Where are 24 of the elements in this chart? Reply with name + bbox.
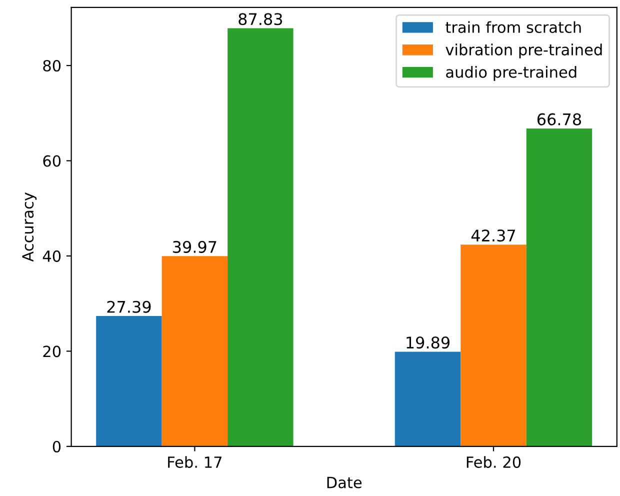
bar bbox=[96, 316, 162, 446]
y-tick-label: 40 bbox=[42, 250, 61, 262]
y-tick-label: 80 bbox=[43, 60, 61, 72]
data-label: 39.97 bbox=[173, 240, 216, 254]
bar bbox=[460, 244, 526, 446]
data-label: 42.37 bbox=[471, 230, 515, 242]
legend-label: train from scratch bbox=[446, 21, 581, 34]
y-tick-label: 0 bbox=[52, 440, 61, 452]
y-tick-label: 60 bbox=[43, 155, 61, 167]
y-tick-label: 20 bbox=[43, 346, 61, 358]
legend-label: audio pre-trained bbox=[446, 66, 576, 81]
bar bbox=[394, 352, 461, 446]
data-label: 66.78 bbox=[537, 113, 581, 126]
x-tick-label: Feb. 17 bbox=[168, 456, 222, 468]
data-label: 27.39 bbox=[107, 300, 151, 313]
bar bbox=[228, 28, 294, 446]
bar bbox=[162, 256, 228, 446]
data-label: 19.89 bbox=[406, 336, 450, 349]
y-axis-title: Accuracy bbox=[22, 192, 37, 262]
x-tick-label: Feb. 20 bbox=[466, 456, 521, 468]
data-label: 87.83 bbox=[238, 13, 282, 26]
legend-label: vibration pre-trained bbox=[446, 44, 602, 58]
bar bbox=[526, 128, 592, 446]
x-axis-title: Date bbox=[327, 476, 362, 488]
